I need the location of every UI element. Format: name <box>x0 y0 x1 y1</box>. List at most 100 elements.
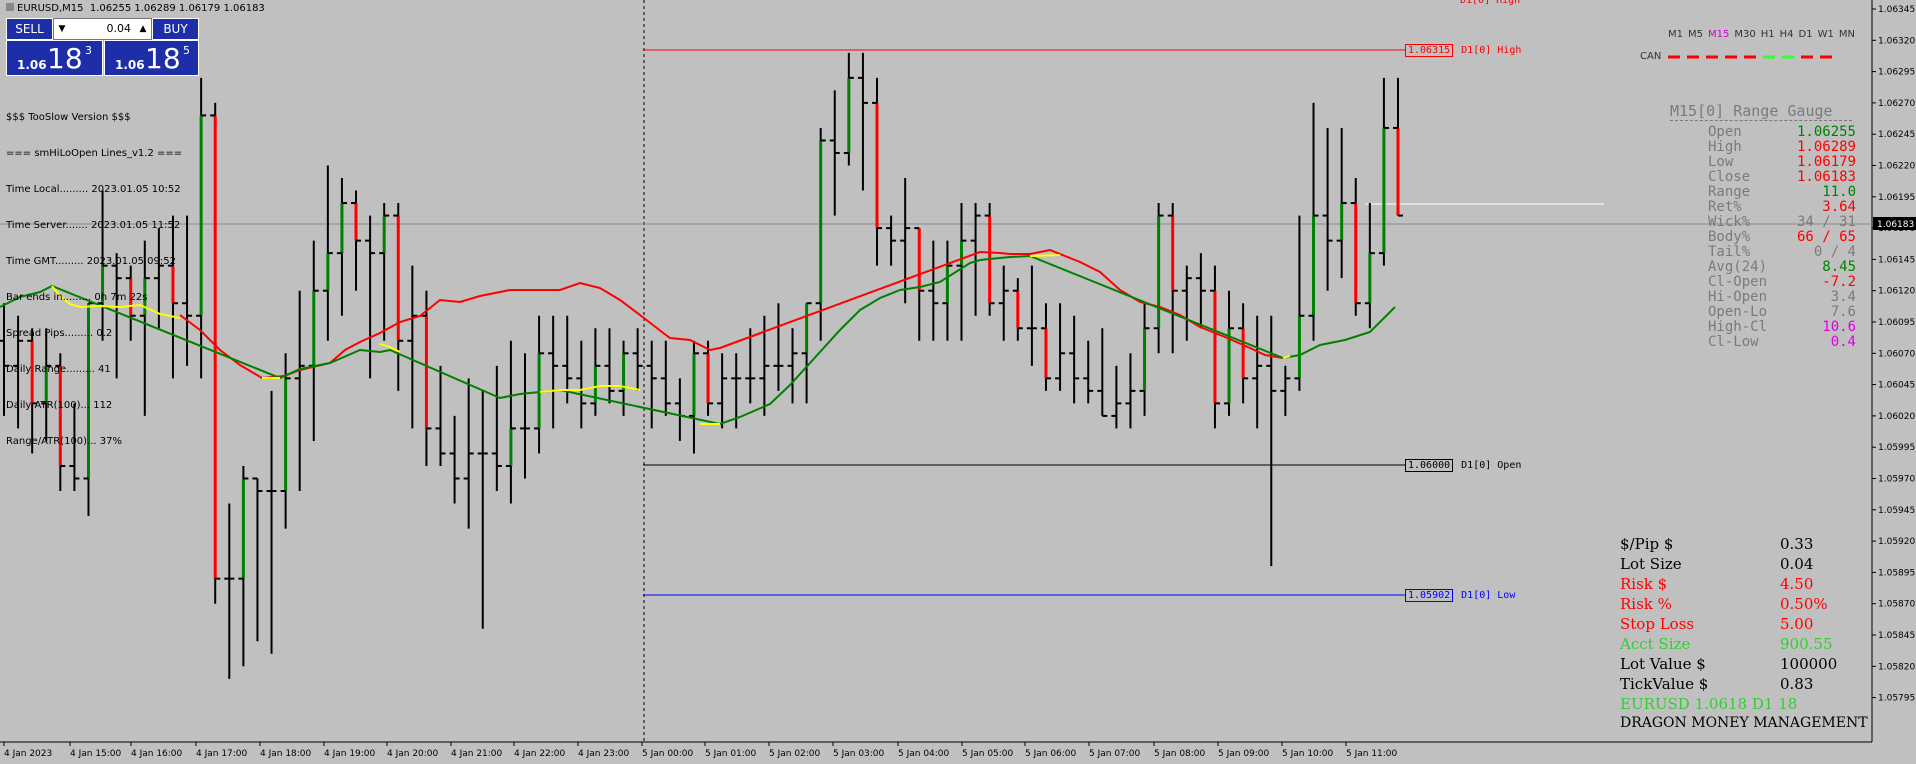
ohlc-bar <box>1012 278 1023 341</box>
gauge-row-value: 3.4 <box>1830 289 1856 305</box>
tf-d1[interactable]: D1 <box>1798 29 1813 40</box>
info-line: Time Server....... 2023.01.05 11:52 <box>6 220 181 231</box>
ohlc-bar <box>1308 102 1319 341</box>
d1-low-text: D1[0] Low <box>1461 590 1516 601</box>
time-tick-label: 4 Jan 2023 <box>4 749 52 759</box>
price-tick-label: 1.06270 <box>1878 99 1915 109</box>
ohlc-bar <box>829 90 840 216</box>
lot-size-field[interactable]: ▼ 0.04 ▲ <box>53 18 152 40</box>
ohlc-bar <box>942 240 953 341</box>
chevron-down-icon[interactable]: ▼ <box>58 24 66 34</box>
ohlc-bar <box>196 77 207 379</box>
ohlc-bar <box>914 227 925 341</box>
ohlc-bar <box>294 290 305 492</box>
ohlc-bar <box>1350 178 1361 316</box>
gauge-row-label: Cl-Low <box>1708 334 1759 350</box>
d1-high-cut-label: D1[0] High <box>1460 0 1520 6</box>
gauge-row: Open-Lo 7.6 <box>1666 305 1866 320</box>
gauge-row-label: Body% <box>1708 229 1751 245</box>
ohlc-bar <box>886 215 897 266</box>
risk-row: TickValue $ 0.83 <box>1620 674 1860 694</box>
buy-button[interactable]: BUY <box>152 18 199 40</box>
ohlc-bar <box>266 390 277 654</box>
range-gauge-panel: M15[0] Range Gauge Open 1.06255 High 1.0628… <box>1666 102 1866 350</box>
gauge-row: Close 1.06183 <box>1666 170 1866 185</box>
tf-m1[interactable]: M1 <box>1668 29 1683 40</box>
ohlc-bar <box>336 178 347 316</box>
gauge-row: High 1.06289 <box>1666 140 1866 155</box>
d1-open-label: 1.06000 D1[0] Open <box>1405 459 1521 472</box>
risk-row-label: TickValue $ <box>1620 675 1709 693</box>
d1-low-label: 1.05902 D1[0] Low <box>1405 589 1515 602</box>
time-tick-label: 5 Jan 04:00 <box>898 749 950 759</box>
buy-price-box[interactable]: 1.06 18 5 <box>104 40 199 76</box>
ohlc-bar <box>1280 365 1291 416</box>
price-tick-label: 1.06095 <box>1878 318 1915 328</box>
sell-price-big: 18 <box>47 42 83 75</box>
lot-size-value[interactable]: 0.04 <box>106 22 132 35</box>
gauge-row-value: -7.2 <box>1822 274 1856 290</box>
gauge-row-label: Low <box>1708 154 1734 170</box>
sell-price-box[interactable]: 1.06 18 3 <box>6 40 103 76</box>
info-line: Bar ends in......... 0h 7m 22s <box>6 292 148 303</box>
gauge-row-value: 10.6 <box>1822 319 1856 335</box>
d1-open-text: D1[0] Open <box>1461 460 1522 471</box>
gauge-row: Ret% 3.64 <box>1666 200 1866 215</box>
risk-row-label: Risk $ <box>1620 575 1668 593</box>
ohlc-bar <box>280 353 291 529</box>
gauge-row: Cl-Low 0.4 <box>1666 335 1866 350</box>
ma-line-yellow <box>379 343 401 353</box>
ohlc-bar <box>998 265 1009 341</box>
ohlc-bar <box>1195 253 1206 329</box>
ohlc-bar <box>787 328 798 404</box>
d1-high-text: D1[0] High <box>1461 45 1522 56</box>
tf-h1[interactable]: H1 <box>1760 29 1775 40</box>
current-price-label: 1.06183 <box>1877 220 1914 230</box>
ohlc-bar <box>604 328 615 404</box>
time-tick-label: 5 Jan 01:00 <box>705 749 757 759</box>
tf-m15[interactable]: M15 <box>1708 29 1730 40</box>
ohlc-bar <box>660 340 671 416</box>
ma-line-yellow <box>539 385 641 393</box>
gauge-row-label: Hi-Open <box>1708 289 1768 305</box>
ma-line-yellow <box>51 285 181 319</box>
ohlc-bar <box>843 52 854 166</box>
tf-w1[interactable]: W1 <box>1817 29 1834 40</box>
ohlc-bar <box>703 340 714 416</box>
price-tick-label: 1.05995 <box>1878 443 1915 453</box>
risk-row: Lot Size 0.04 <box>1620 554 1860 574</box>
risk-summary: EURUSD 1.0618 D1 18 <box>1620 695 1798 713</box>
time-tick-label: 5 Jan 07:00 <box>1089 749 1141 759</box>
ohlc-bar <box>562 315 573 404</box>
time-tick-label: 5 Jan 00:00 <box>642 749 694 759</box>
ohlc-bar <box>928 240 939 341</box>
ohlc-bar <box>125 265 136 341</box>
money-management-panel: $/Pip $ 0.33 Lot Size 0.04 Risk $ 4.50 Risk % 0… <box>1620 534 1860 714</box>
tf-mn[interactable]: MN <box>1838 29 1855 40</box>
ohlc-bar <box>393 203 404 391</box>
tf-h4[interactable]: H4 <box>1779 29 1794 40</box>
tf-m30[interactable]: M30 <box>1734 29 1756 40</box>
time-tick-label: 5 Jan 06:00 <box>1025 749 1077 759</box>
risk-row-label: Acct Size <box>1620 635 1691 653</box>
chevron-up-icon[interactable]: ▲ <box>139 24 147 34</box>
risk-row: Stop Loss 5.00 <box>1620 614 1860 634</box>
time-tick-label: 4 Jan 22:00 <box>514 749 566 759</box>
ohlc-bar <box>1111 365 1122 429</box>
buy-price-sup: 5 <box>183 44 190 57</box>
ohlc-bar <box>477 390 488 629</box>
ohlc-bar <box>55 353 66 492</box>
ohlc-bar <box>1393 77 1403 217</box>
ohlc-bar <box>688 340 699 454</box>
tf-m5[interactable]: M5 <box>1688 29 1703 40</box>
ohlc-bar <box>1322 127 1333 291</box>
ohlc-bar <box>1364 203 1375 329</box>
info-line: Range/ATR(100)... 37% <box>6 436 123 447</box>
ohlc-bar <box>238 465 249 667</box>
ma-line-yellow <box>1029 254 1061 257</box>
info-line: Time Local......... 2023.01.05 10:52 <box>6 184 181 195</box>
sell-button[interactable]: SELL <box>6 18 53 40</box>
ohlc-bar <box>519 353 530 479</box>
risk-row: Risk % 0.50% <box>1620 594 1860 614</box>
